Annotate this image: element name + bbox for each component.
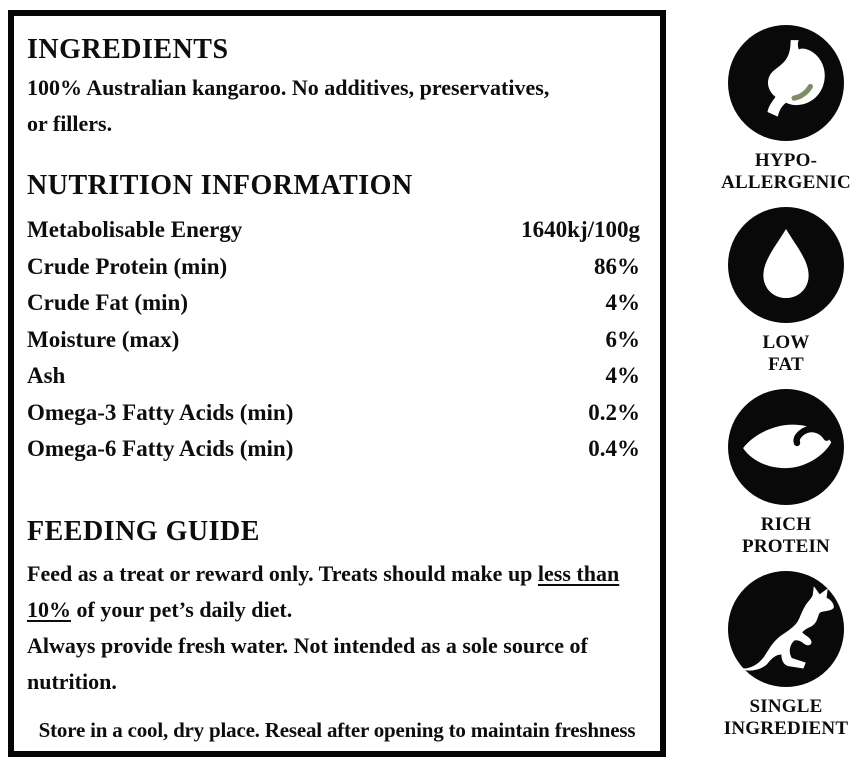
badge-label-line: LOW bbox=[762, 332, 810, 353]
badge-rich-protein: RICH PROTEIN bbox=[728, 389, 844, 558]
table-row: Crude Protein (min) 86% bbox=[27, 249, 640, 286]
underlined-text: 10% bbox=[27, 596, 71, 622]
badge-label-line: SINGLE bbox=[749, 696, 823, 717]
nutrient-value: 4% bbox=[605, 290, 641, 315]
table-row: Metabolisable Energy 1640kj/100g bbox=[27, 212, 640, 249]
storage-note: Store in a cool, dry place. Reseal after… bbox=[38, 718, 636, 742]
label-panel-content: INGREDIENTS 100% Australian kangaroo. No… bbox=[14, 16, 660, 751]
nutrient-name: Crude Protein (min) bbox=[27, 253, 228, 279]
ingredients-line: 100% Australian kangaroo. No additives, … bbox=[27, 75, 550, 100]
nutrient-value: 4% bbox=[605, 363, 641, 388]
feeding-line: nutrition. bbox=[27, 668, 117, 694]
underlined-text: less than bbox=[537, 560, 620, 586]
badge-label: LOW FAT bbox=[762, 332, 809, 376]
stomach-icon bbox=[728, 25, 844, 141]
badge-single-ingredient: SINGLE INGREDIENT bbox=[724, 571, 848, 740]
badge-label-line: FAT bbox=[768, 354, 804, 375]
kangaroo-icon bbox=[727, 571, 844, 687]
nutrition-heading: NUTRITION INFORMATION bbox=[27, 170, 413, 201]
nutrient-value: 1640kj/100g bbox=[521, 217, 640, 242]
badge-label: HYPO- ALLERGENIC bbox=[721, 150, 851, 194]
nutrition-label-panel: INGREDIENTS 100% Australian kangaroo. No… bbox=[8, 10, 666, 757]
ingredients-text: 100% Australian kangaroo. No additives, … bbox=[27, 70, 640, 142]
badge-label-line: INGREDIENT bbox=[723, 718, 849, 739]
badge-hypoallergenic: HYPO- ALLERGENIC bbox=[721, 25, 851, 194]
badge-label: RICH PROTEIN bbox=[742, 514, 830, 558]
table-row: Ash 4% bbox=[27, 358, 640, 395]
nutrient-value: 0.4% bbox=[588, 436, 640, 461]
nutrient-name: Omega-3 Fatty Acids (min) bbox=[27, 399, 294, 425]
table-row: Omega-3 Fatty Acids (min) 0.2% bbox=[27, 395, 640, 432]
nutrient-value: 6% bbox=[605, 326, 641, 352]
badge-label-line: ALLERGENIC bbox=[721, 172, 851, 193]
nutrient-name: Omega-6 Fatty Acids (min) bbox=[27, 436, 294, 461]
ingredients-heading: INGREDIENTS bbox=[27, 34, 229, 65]
badge-label: SINGLE INGREDIENT bbox=[724, 696, 848, 740]
feeding-guide-heading: FEEDING GUIDE bbox=[27, 515, 260, 547]
feature-badges: HYPO- ALLERGENIC LOW FAT RICH bbox=[703, 25, 862, 753]
badge-label-line: PROTEIN bbox=[742, 536, 830, 557]
feeding-line: Feed as a treat or reward only. Treats s… bbox=[27, 556, 640, 592]
table-row: Crude Fat (min) 4% bbox=[27, 285, 640, 322]
feeding-guide-text: Feed as a treat or reward only. Treats s… bbox=[27, 556, 640, 700]
feeding-text-segment: Feed as a treat or reward only. Treats s… bbox=[27, 560, 538, 586]
feeding-line: Always provide fresh water. Not intended… bbox=[27, 632, 588, 658]
feeding-line: 10% of your pet’s daily diet. bbox=[27, 592, 640, 628]
table-row: Omega-6 Fatty Acids (min) 0.4% bbox=[27, 431, 640, 468]
nutrient-name: Crude Fat (min) bbox=[27, 290, 188, 315]
nutrient-name: Metabolisable Energy bbox=[27, 217, 243, 242]
table-row: Moisture (max) 6% bbox=[27, 322, 640, 359]
ingredients-line: or fillers. bbox=[27, 111, 113, 136]
nutrient-value: 0.2% bbox=[588, 399, 640, 425]
badge-label-line: RICH bbox=[760, 514, 812, 535]
feeding-text-segment: of your pet’s daily diet. bbox=[71, 596, 293, 622]
water-drop-icon bbox=[728, 207, 844, 323]
badge-low-fat: LOW FAT bbox=[728, 207, 844, 376]
nutrient-value: 86% bbox=[594, 253, 640, 279]
nutrient-name: Ash bbox=[27, 363, 66, 388]
nutrition-table: Metabolisable Energy 1640kj/100g Crude P… bbox=[27, 212, 640, 468]
meat-icon bbox=[728, 389, 844, 505]
badge-label-line: HYPO- bbox=[754, 150, 818, 171]
nutrient-name: Moisture (max) bbox=[27, 326, 180, 352]
